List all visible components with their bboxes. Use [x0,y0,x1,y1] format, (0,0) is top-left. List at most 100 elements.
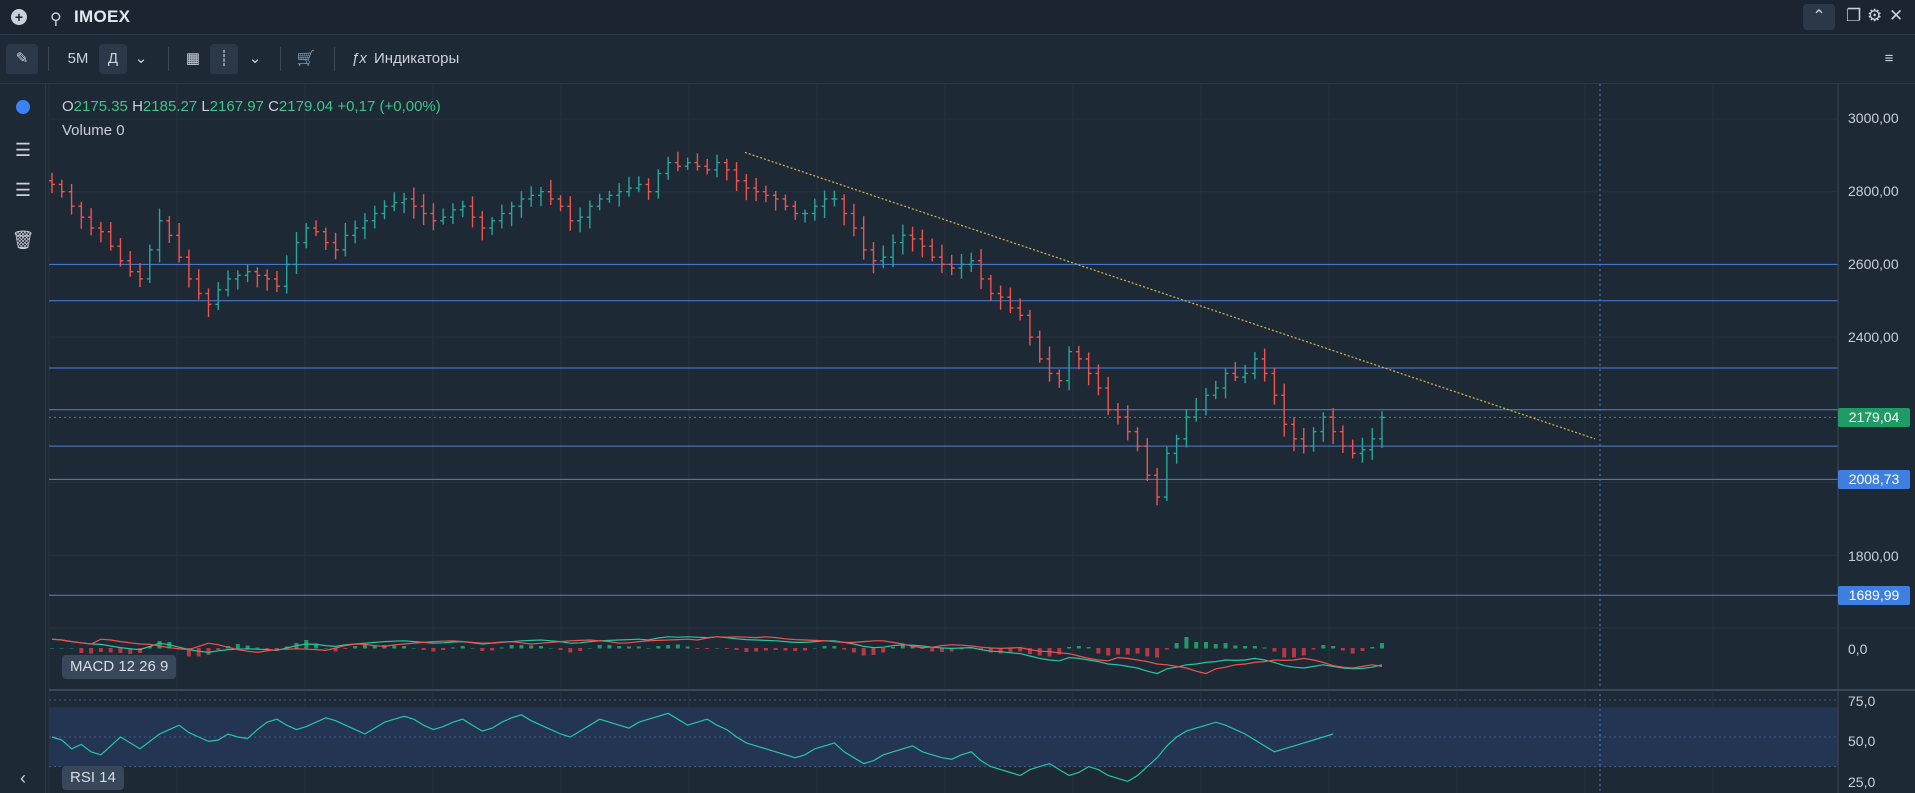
macd-histogram-bar [754,648,759,652]
macd-histogram-bar [362,644,367,649]
macd-histogram-bar [871,648,876,655]
macd-histogram-bar [617,646,622,649]
gear-icon[interactable]: ⚙ [1867,6,1883,25]
macd-panel [50,636,1384,675]
macd-histogram-bar [597,645,602,649]
windows-icon[interactable]: ❐ [1846,6,1862,25]
rsi-y-tick: 75,0 [1848,693,1876,709]
macd-histogram-bar [1213,644,1218,649]
plus-circle-icon[interactable]: + [11,9,27,25]
macd-histogram-bar [685,646,690,649]
bars-icon[interactable]: ┊ [210,44,238,74]
macd-histogram-bar [1291,648,1296,658]
macd-histogram-bar [1047,648,1052,657]
ticker-symbol[interactable]: IMOEX [74,7,131,26]
macd-histogram-bar [959,648,964,650]
divider [280,47,281,71]
macd-histogram-bar [1027,648,1032,654]
macd-histogram-bar [822,646,827,649]
y-tick: 2800,00 [1848,183,1899,199]
macd-histogram-bar [1331,646,1336,649]
h-label: H [132,98,143,115]
macd-histogram-bar [891,647,896,649]
macd-histogram-bar [1135,648,1140,654]
macd-histogram-bar [1223,643,1228,649]
macd-histogram-bar [607,645,612,649]
menu-icon[interactable]: ☰ [14,180,32,200]
macd-histogram-bar [1067,647,1072,649]
macd-histogram-bar [1174,643,1179,649]
macd-histogram-bar [587,648,592,649]
macd-histogram-bar [470,648,475,649]
macd-histogram-bar [431,648,436,652]
list-close-icon[interactable]: ≡ [1884,50,1894,67]
candles-icon[interactable]: ▦ [185,50,201,67]
macd-histogram-bar [832,646,837,649]
cart-icon[interactable]: 🛒 [296,50,316,67]
top-bar: + ⚲ IMOEX ⌃ ❐ ⚙ ✕ [0,0,1915,35]
macd-histogram-bar [812,648,817,649]
pencil-icon[interactable]: ✎ [6,44,38,74]
macd-histogram-bar [50,648,54,649]
macd-histogram-bar [1243,646,1248,649]
change-value: +0,17 [337,98,376,115]
macd-histogram-bar [1301,648,1306,656]
indicators-button[interactable]: Индикаторы [374,50,460,67]
rsi-y-tick: 50,0 [1848,733,1876,749]
macd-histogram-bar [803,648,808,651]
macd-histogram-bar [1272,648,1277,652]
macd-histogram-bar [734,648,739,650]
chevron-down-icon[interactable]: ⌄ [248,50,262,67]
macd-histogram-bar [138,648,143,653]
macd-histogram-bar [1086,647,1091,649]
close-icon[interactable]: ✕ [1889,6,1904,25]
macd-histogram-bar [900,644,905,649]
macd-histogram-bar [1380,643,1384,649]
macd-histogram-bar [460,646,465,649]
macd-histogram-bar [998,648,1003,654]
macd-histogram-bar [715,648,719,649]
macd-histogram-bar [1164,648,1169,650]
macd-histogram-bar [930,648,935,652]
chevron-up-icon[interactable]: ⌃ [1803,4,1835,30]
macd-histogram-bar [69,648,74,649]
macd-histogram-bar [1370,647,1375,649]
chart-toolbar: ✎ 5M Д ⌄ ▦ ┊ ⌄ 🛒 ƒx Индикаторы ≡ [0,35,1915,84]
y-tick: 2400,00 [1848,329,1899,345]
period-button[interactable]: Д [99,44,127,74]
macd-badge[interactable]: MACD 12 26 9 [62,655,177,679]
macd-histogram-bar [1282,648,1287,658]
macd-histogram-bar [724,648,729,649]
macd-histogram-bar [1350,648,1355,654]
macd-histogram-bar [421,648,426,650]
macd-histogram-bar [245,645,250,649]
macd-histogram-bar [490,648,495,651]
rsi-badge[interactable]: RSI 14 [62,766,124,790]
macd-histogram-bar [1115,648,1120,655]
volume-legend: Volume 0 [62,122,125,139]
chevron-down-icon[interactable]: ⌄ [134,50,148,67]
macd-histogram-bar [509,645,514,649]
trash-icon[interactable]: 🗑 [11,230,35,250]
interval-button[interactable]: 5M [67,50,89,67]
chevron-left-icon[interactable]: ‹ [20,768,26,788]
macd-histogram-bar [881,648,886,653]
macd-histogram-bar [538,646,543,649]
macd-histogram-bar [1262,647,1267,649]
function-icon[interactable]: ƒx [351,50,367,67]
dot-icon[interactable] [10,98,36,119]
l-label: L [201,98,210,115]
price-bars [49,151,1385,506]
macd-histogram-bar [186,648,191,657]
macd-histogram-bar [763,648,768,651]
volume-value: 0 [116,122,125,139]
horizontal-lines-icon[interactable]: ☰ [14,140,32,160]
trend-line [744,151,1596,440]
macd-histogram-bar [519,645,524,649]
macd-histogram-bar [402,646,407,649]
macd-histogram-bar [1203,642,1208,649]
macd-histogram-bar [920,648,925,649]
search-icon[interactable]: ⚲ [50,11,62,28]
divider [48,47,49,71]
